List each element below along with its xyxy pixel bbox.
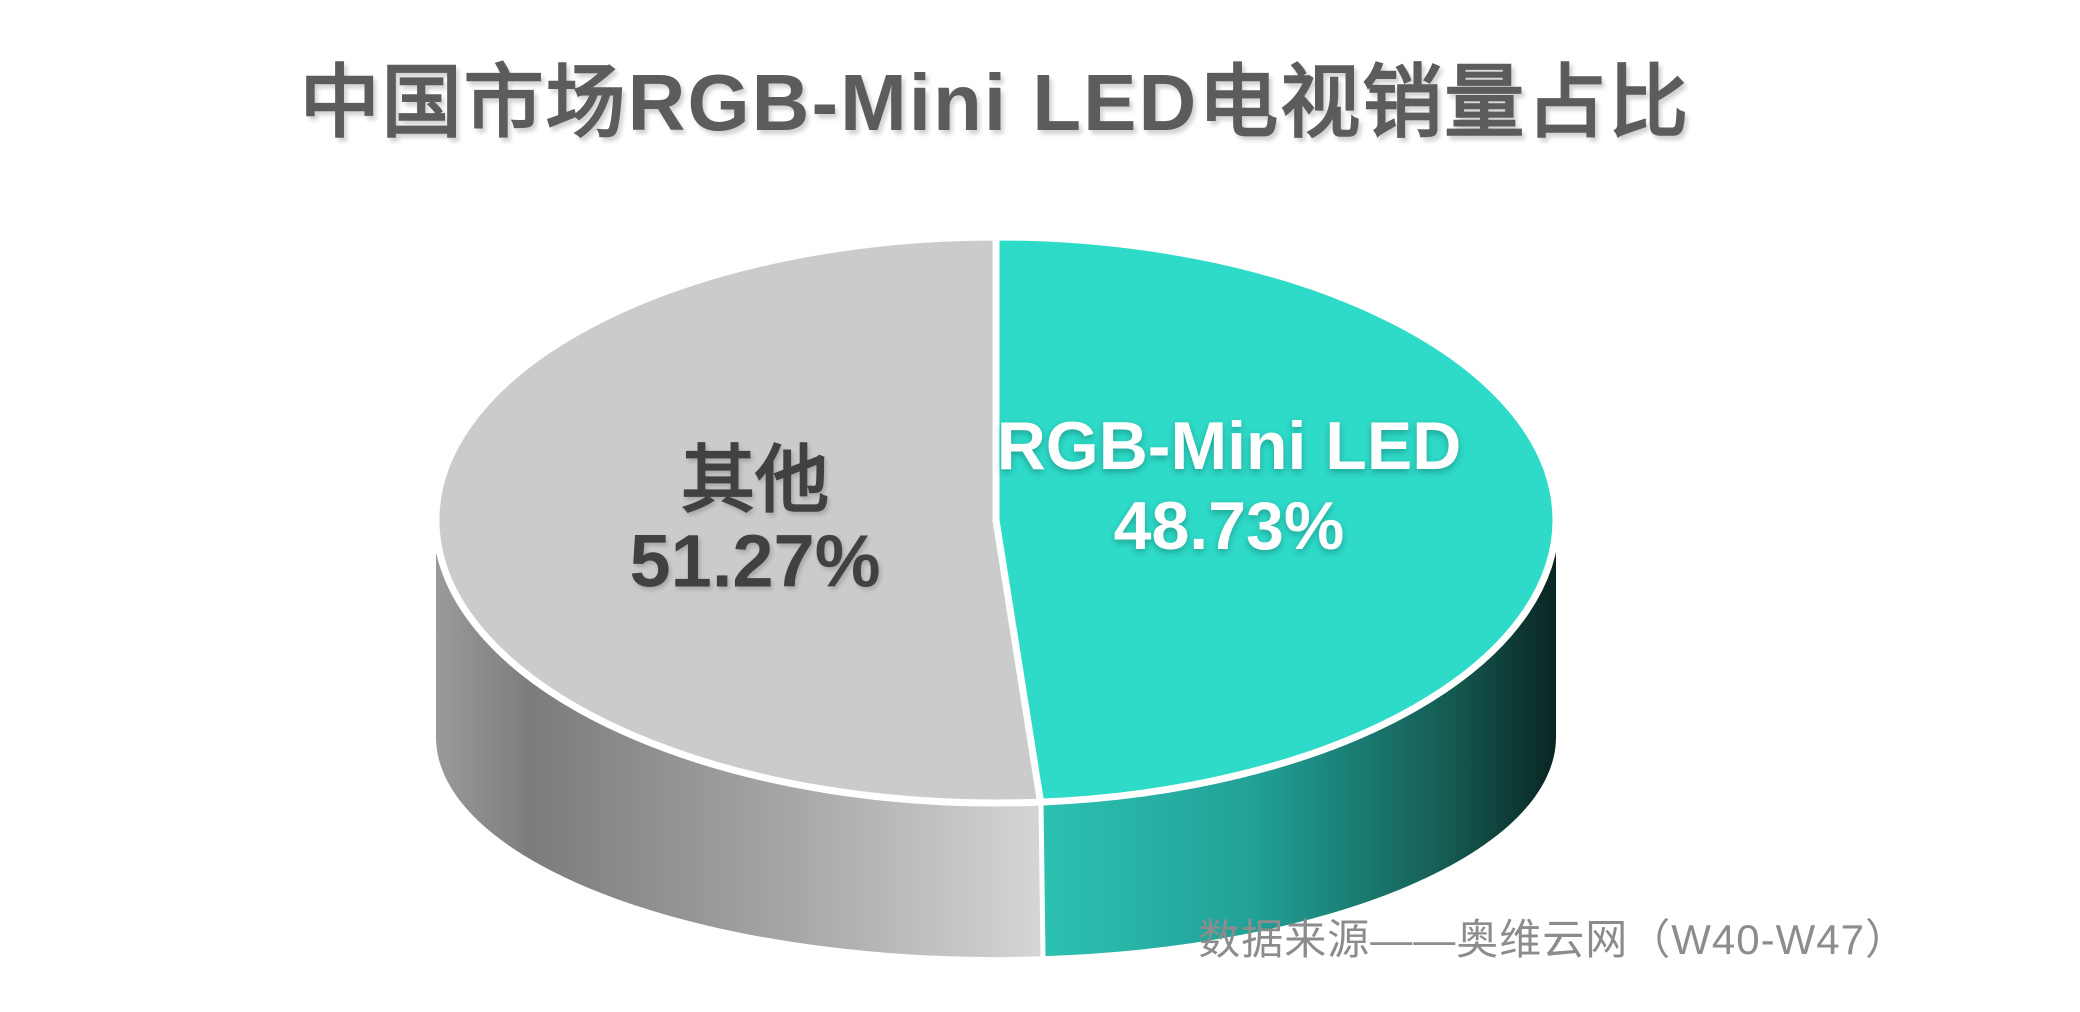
slice-other-top-face bbox=[432, 233, 1045, 807]
slice-rgb-side-wall bbox=[1040, 520, 1556, 957]
slice-other-side-wall bbox=[436, 520, 1043, 958]
data-source-note: 数据来源——奥维云网（W40-W47） bbox=[1198, 916, 1908, 963]
label-rgb: RGB-Mini LED 48.73% bbox=[997, 406, 1462, 566]
chart-title: 中国市场RGB-Mini LED电视销量占比 bbox=[299, 58, 1691, 147]
label-rgb-name: RGB-Mini LED bbox=[996, 407, 1462, 484]
label-other-name: 其他 bbox=[680, 438, 829, 522]
slice-rgb-top-face bbox=[992, 233, 1560, 806]
label-other: 其他 51.27% bbox=[629, 438, 881, 603]
label-rgb-value: 48.73% bbox=[1113, 488, 1345, 564]
wall-separator-line bbox=[1038, 799, 1046, 959]
label-other-value: 51.27% bbox=[629, 520, 881, 603]
